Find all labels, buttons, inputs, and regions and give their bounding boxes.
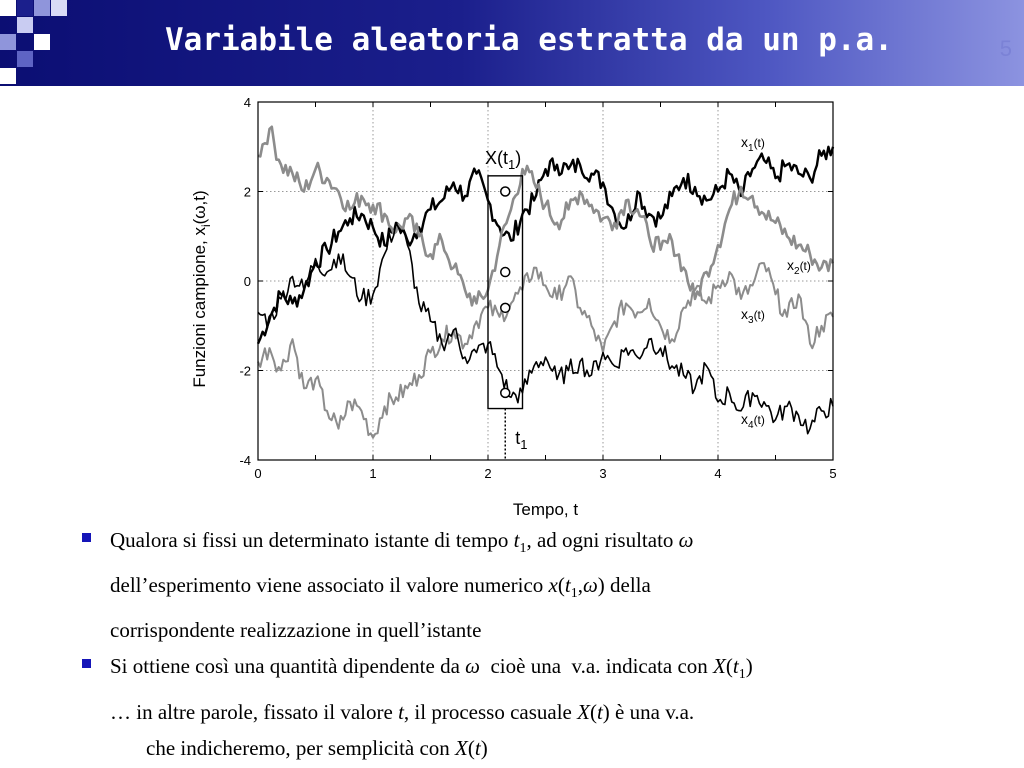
annotation-box: [487, 175, 524, 410]
title-bar: Variabile aleatoria estratta da un p.a. …: [0, 0, 1024, 86]
text: ω: [678, 528, 694, 552]
text: ): [745, 654, 753, 679]
bullet-2-line-2: … in altre parole, fissato il valore t, …: [110, 694, 1010, 730]
text: ,: [577, 573, 583, 598]
text: ): [602, 699, 610, 724]
text: … in altre parole, fissato il valore: [110, 699, 399, 724]
text: (: [467, 735, 475, 760]
text: della: [604, 573, 651, 598]
sample-marker: [500, 266, 511, 278]
series-label-x3: x3(t): [741, 306, 765, 326]
x-tick-label: 5: [829, 466, 836, 481]
text: 1: [570, 586, 578, 602]
text: t: [474, 735, 481, 760]
text: Qualora si fissi un determinato istante …: [110, 528, 514, 552]
text: t: [596, 699, 603, 724]
bullet-square-icon: [82, 533, 91, 542]
y-axis-label-text: Funzioni campione, xi(ω,t): [190, 190, 213, 387]
sample-marker: [500, 302, 511, 314]
text: ω: [465, 654, 480, 679]
slide-title: Variabile aleatoria estratta da un p.a.: [165, 22, 893, 58]
chart-grid: [258, 102, 833, 460]
bullet-item-1: Qualora si fissi un determinato istante …: [80, 522, 1010, 648]
bullet-1-line-3: corrispondente realizzazione in quell’is…: [110, 618, 482, 643]
text: x: [548, 573, 558, 598]
series-line-x3: [257, 262, 834, 439]
y-tick-label: -2: [239, 364, 251, 379]
text: dell’esperimento viene associato il valo…: [110, 573, 549, 598]
y-tick-label: -4: [239, 453, 251, 468]
y-axis-label: Funzioni campione, xi(ω,t): [190, 190, 213, 387]
series-label-x4: x4(t): [741, 411, 765, 431]
x-tick-label: 4: [714, 466, 721, 481]
text: X: [713, 654, 726, 679]
text: cioè una v.a. indicata con: [479, 654, 714, 679]
text: t: [564, 573, 571, 598]
bullet-2-line-3: che indicheremo, per semplicità con X(t): [110, 730, 1010, 766]
sample-marker: [500, 387, 511, 399]
x-tick-label: 3: [599, 466, 606, 481]
bullet-1-line-1: Qualora si fissi un determinato istante …: [110, 522, 1010, 567]
text: (: [589, 699, 597, 724]
text: t: [513, 528, 520, 552]
series-line-x2: [257, 125, 835, 307]
text: ): [480, 735, 488, 760]
series-label-x2: x2(t): [787, 257, 811, 277]
text: che indicheremo, per semplicità con: [146, 735, 456, 760]
bullet-list: Qualora si fissi un determinato istante …: [80, 522, 1010, 766]
bullet-square-icon: [82, 659, 91, 669]
x-tick-label: 1: [369, 466, 376, 481]
series-line-x4: [257, 222, 834, 435]
box-label: X(t1): [485, 148, 521, 172]
text: t: [732, 654, 739, 679]
t1-label: t1: [515, 428, 527, 452]
text: X: [455, 735, 468, 760]
y-tick-label: 4: [244, 95, 251, 110]
text: ω: [582, 573, 598, 598]
text: (: [557, 573, 565, 598]
bullet-1-line-2: dell’esperimento viene associato il valo…: [110, 567, 1010, 612]
text: Si ottiene così una quantità dipendente …: [110, 654, 466, 679]
y-tick-label: 2: [244, 185, 251, 200]
text: t: [398, 699, 404, 724]
logo-squares-icon: [0, 0, 67, 84]
x-axis-label: Tempo, t: [513, 500, 578, 519]
chart-ticks: 0 1 2 3 4 5 4 2 0 -2 -4: [239, 95, 836, 481]
text: 1: [519, 541, 527, 557]
series-label-x1: x1(t): [741, 134, 765, 154]
series-labels: x1(t) x2(t) x3(t) x4(t): [741, 134, 811, 431]
text: , il processo casuale: [403, 699, 578, 724]
sample-marker: [500, 186, 511, 197]
x-tick-label: 0: [254, 466, 261, 481]
text: , ad ogni risultato: [526, 528, 679, 552]
bullet-2-line-1: Si ottiene così una quantità dipendente …: [110, 648, 1010, 693]
y-tick-label: 0: [244, 274, 251, 289]
text: 1: [738, 667, 746, 683]
sample-functions-chart: 0 1 2 3 4 5 4 2 0 -2 -4 X(t1) t1 x1(t) x2(t) x3(t) x4(…: [190, 95, 837, 519]
bullet-item-2: Si ottiene così una quantità dipendente …: [80, 648, 1010, 765]
text: è una v.a.: [609, 699, 695, 724]
text: ): [597, 573, 605, 598]
slide-number: 5: [999, 36, 1012, 61]
text: (: [725, 654, 733, 679]
chart-annotations: X(t1) t1: [485, 148, 528, 460]
x-tick-label: 2: [484, 466, 491, 481]
series-line-x1: [256, 145, 835, 345]
text: X: [577, 699, 590, 724]
chart-series-layer: [256, 125, 835, 439]
